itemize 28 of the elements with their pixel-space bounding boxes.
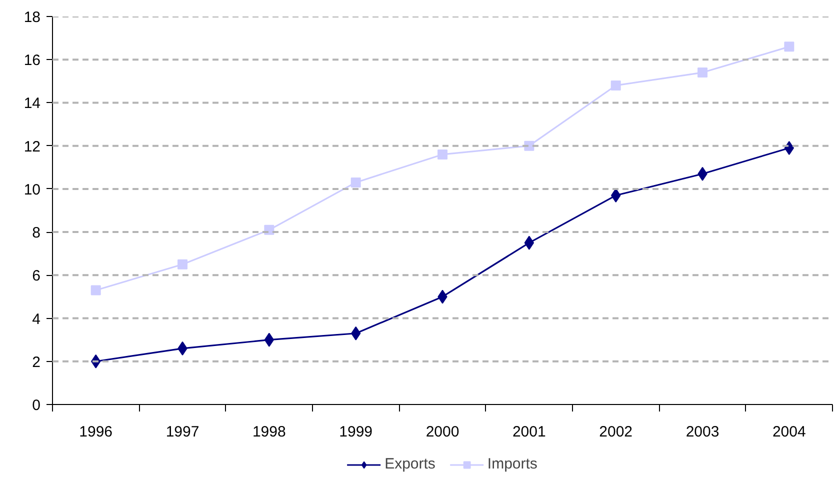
- point: [350, 177, 361, 188]
- y-tick-label: 0: [32, 397, 40, 414]
- point: [698, 68, 708, 78]
- y-tick-label: 14: [24, 95, 41, 112]
- y-tick-label: 10: [24, 181, 41, 198]
- x-tick-label: 2000: [426, 424, 460, 440]
- legend-label: Imports: [487, 456, 538, 472]
- point: [610, 80, 621, 90]
- point: [438, 149, 448, 160]
- y-tick-label: 8: [32, 224, 40, 242]
- y-tick-label: 4: [32, 310, 40, 328]
- x-tick-label: 2002: [599, 424, 633, 440]
- point: [90, 285, 101, 296]
- x-tick-label: 1999: [339, 424, 373, 440]
- y-tick-label: 18: [24, 9, 41, 26]
- x-tick-label: 1998: [252, 424, 286, 440]
- x-tick-label: 1996: [79, 424, 113, 440]
- x-tick-label: 2004: [772, 424, 806, 440]
- x-tick-label: 1997: [166, 424, 200, 440]
- x-tick-label: 2003: [686, 424, 720, 440]
- y-tick-label: 16: [24, 52, 41, 70]
- x-tick-label: 2001: [512, 424, 546, 440]
- point: [784, 42, 794, 52]
- y-tick-label: 6: [32, 268, 40, 285]
- y-tick-label: 2: [32, 354, 40, 371]
- point: [178, 259, 188, 270]
- legend-label: Exports: [384, 456, 436, 472]
- y-tick-label: 12: [24, 138, 41, 156]
